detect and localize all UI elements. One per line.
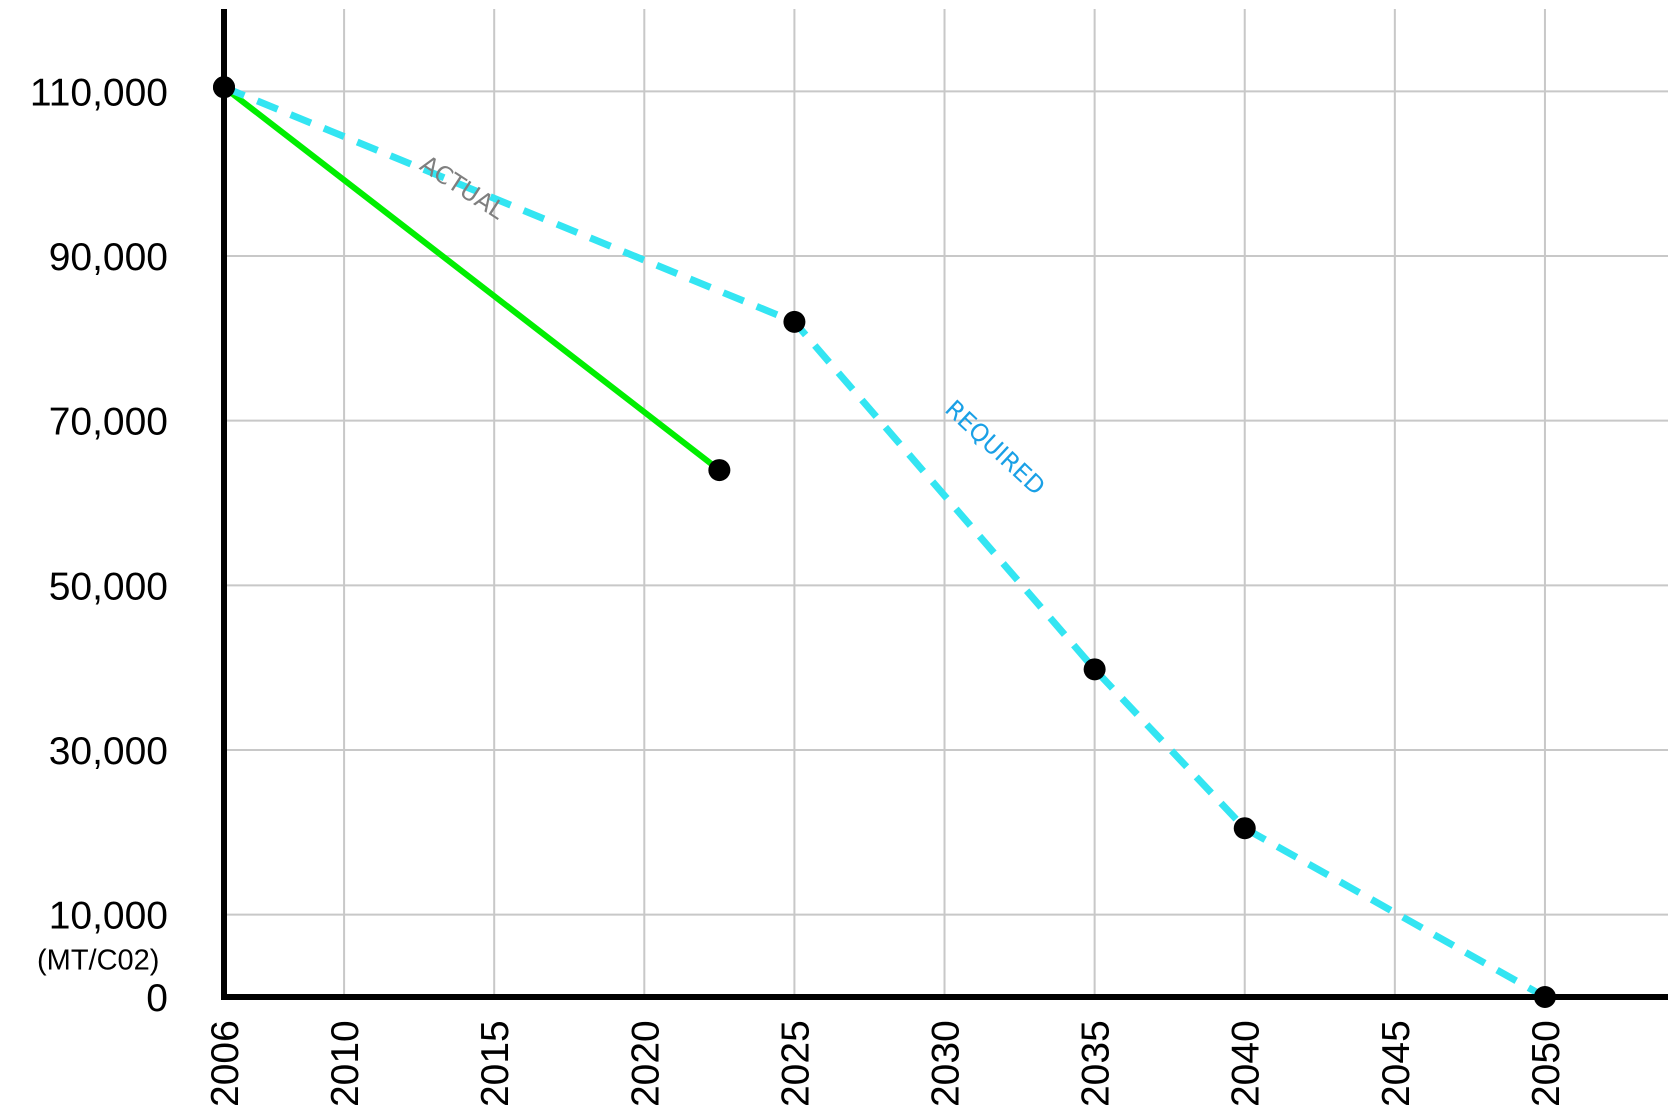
x-tick-label: 2006 [204, 1020, 247, 1107]
series-lines [222, 83, 1547, 1001]
tick-labels: 0 10,000 30,000 50,000 70,000 90,000 110,000 (M… [30, 71, 1568, 1107]
annotation-actual: ACTUAL [415, 150, 510, 225]
y-tick-label: 30,000 [49, 730, 168, 773]
y-axis-unit-label: (MT/C02) [37, 945, 159, 977]
axes [221, 9, 1668, 1000]
series-line-required [222, 83, 1547, 1001]
x-tick-label: 2030 [925, 1020, 968, 1107]
x-tick-label: 2045 [1375, 1020, 1418, 1107]
data-points [213, 76, 1556, 1008]
y-tick-label: 50,000 [49, 565, 168, 608]
x-tick-label: 2025 [774, 1020, 817, 1107]
y-tick-label: 70,000 [49, 401, 168, 444]
x-tick-label: 2035 [1075, 1020, 1118, 1107]
series-line-actual [222, 84, 722, 473]
y-tick-label: 10,000 [49, 895, 168, 938]
y-tick-label: 0 [146, 977, 168, 1020]
x-tick-label: 2050 [1525, 1020, 1568, 1107]
y-tick-label: 110,000 [30, 71, 168, 114]
data-point-required [1533, 986, 1556, 1008]
grid [224, 9, 1668, 997]
data-point-required [213, 76, 235, 99]
data-point-required [1233, 817, 1256, 840]
x-tick-label: 2020 [624, 1020, 667, 1107]
x-tick-label: 2040 [1225, 1020, 1268, 1107]
data-point-actual [708, 459, 731, 482]
data-point-required [783, 310, 806, 333]
x-tick-label: 2010 [324, 1020, 367, 1107]
annotation-required: REQUIRED [939, 395, 1050, 501]
x-tick-label: 2015 [474, 1020, 517, 1107]
data-point-required [1083, 658, 1106, 681]
y-tick-label: 90,000 [49, 236, 168, 279]
